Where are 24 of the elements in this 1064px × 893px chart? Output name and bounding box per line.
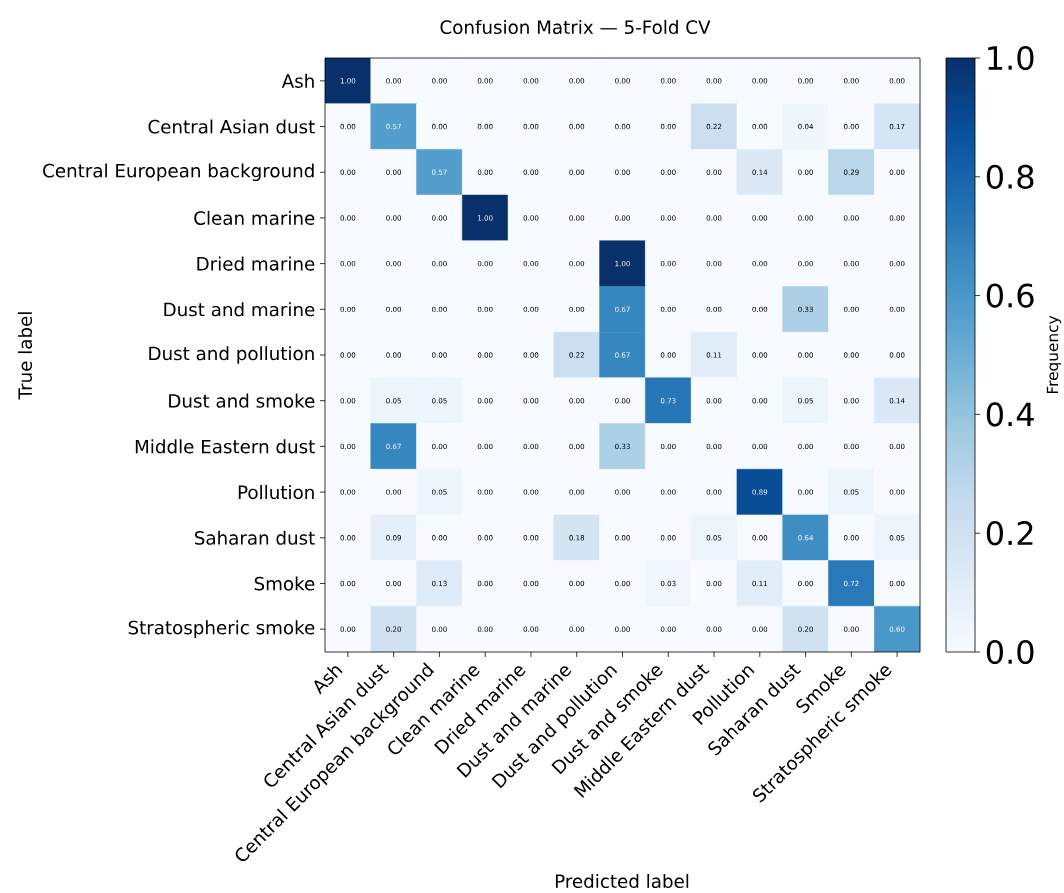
- color-bar-label: 0.0: [986, 639, 1034, 665]
- y-tick-label: Clean marine: [194, 210, 315, 225]
- color-bar-label: 0.4: [986, 402, 1034, 427]
- y-tick-label: Saharan dust: [195, 530, 315, 545]
- y-tick-label: Smoke: [254, 576, 315, 591]
- color-bar-label: 1.0: [988, 45, 1034, 71]
- color-bar-label: 0.8: [986, 164, 1034, 189]
- color-bar-label: 0.2: [986, 521, 1033, 546]
- y-tick-label: Middle Eastern dust: [135, 439, 315, 454]
- y-tick-label: Dust and smoke: [169, 393, 315, 408]
- x-axis-title: Predicted label: [555, 873, 689, 889]
- y-tick-label: Central Asian dust: [148, 119, 315, 134]
- chart-title: Confusion Matrix — 5-Fold CV: [440, 19, 711, 35]
- y-tick-label: Pollution: [238, 485, 314, 500]
- y-tick-label: Central European background: [43, 163, 314, 182]
- y-axis-title: True label: [17, 312, 33, 400]
- y-tick-label: Dust and pollution: [149, 346, 314, 364]
- color-bar-label: 0.6: [986, 283, 1034, 308]
- y-tick-label: Stratospheric smoke: [128, 620, 315, 639]
- x-tick-label: Ash: [314, 666, 343, 695]
- y-tick-label: Ash: [281, 73, 314, 88]
- y-tick-label: Dust and marine: [164, 302, 315, 317]
- y-tick-label: Dried marine: [197, 256, 315, 271]
- color-bar-title: Frequency: [1046, 315, 1062, 394]
